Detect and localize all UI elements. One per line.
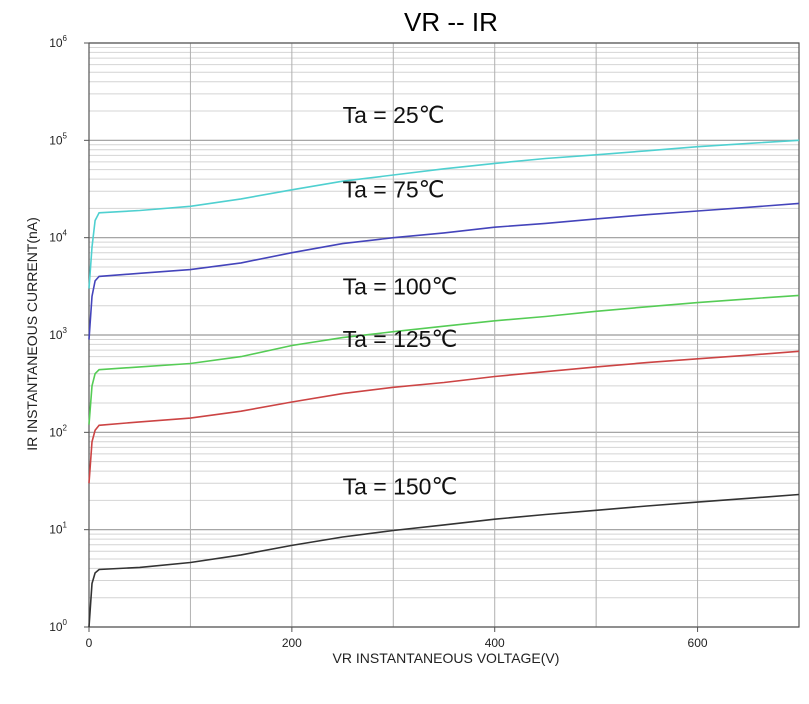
series-line-1 (88, 202, 800, 340)
series-label-2: Ta = 100℃ (343, 274, 458, 300)
x-tick-label: 400 (485, 636, 505, 650)
chart-title: VR -- IR (404, 7, 498, 37)
x-tick-label: 200 (282, 636, 302, 650)
y-tick-label: 102 (49, 423, 67, 439)
y-tick-label: 103 (49, 326, 67, 342)
x-axis-label: VR INSTANTANEOUS VOLTAGE(V) (333, 650, 560, 666)
x-tick-label: 600 (688, 636, 708, 650)
y-axis-label: IR INSTANTANEOUS CURRENT(nA) (24, 217, 40, 451)
series-label-3: Ta = 125℃ (343, 326, 458, 352)
y-tick-label: 105 (49, 131, 67, 147)
axis-ticks: 0 200 400 600 100 101 102 103 104 105 106 (49, 34, 708, 650)
series-label-4: Ta = 150℃ (343, 473, 458, 499)
series-line-4 (88, 493, 800, 628)
grid (89, 42, 799, 628)
series-line-3 (88, 350, 800, 484)
x-tick-label: 0 (86, 636, 93, 650)
y-tick-label: 100 (49, 618, 67, 634)
y-tick-label: 106 (49, 34, 67, 50)
series-lines (88, 139, 800, 628)
y-tick-label: 101 (49, 521, 67, 537)
series-labels: Ta = 25℃ Ta = 75℃ Ta = 100℃ Ta = 125℃ Ta = 1… (343, 102, 458, 499)
series-label-0: Ta = 25℃ (343, 102, 445, 128)
series-label-1: Ta = 75℃ (343, 176, 445, 202)
series-line-2 (88, 294, 800, 425)
series-line-0 (88, 139, 800, 289)
y-tick-label: 104 (49, 229, 67, 245)
